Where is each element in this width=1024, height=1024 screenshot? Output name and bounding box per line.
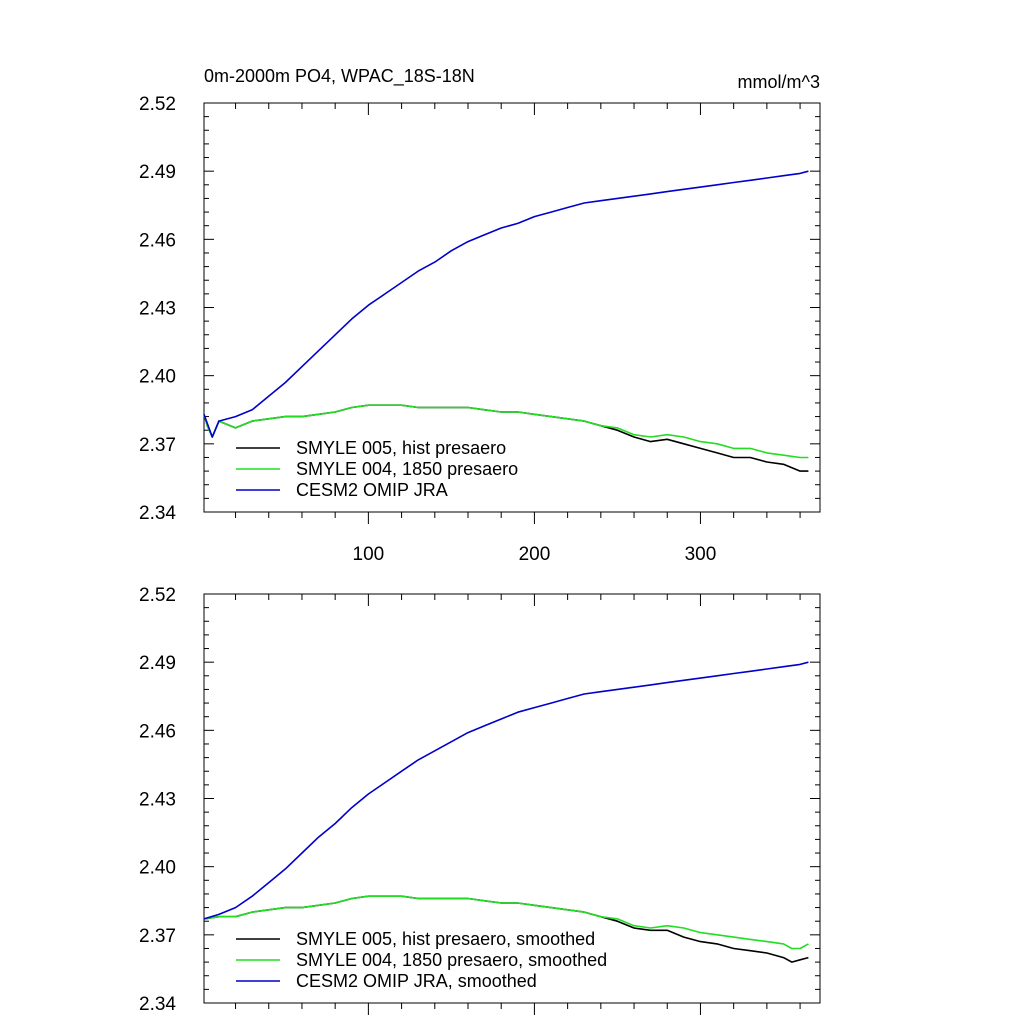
bottom-y-tick-label: 2.40 [139,858,176,879]
bottom-panel: 2.34 2.37 2.40 2.43 2.46 2.49 2.52 SMYLE 005, h… [139,585,821,1015]
top-panel-title: 0m-2000m PO4, WPAC_18S-18N [204,66,475,87]
top-series-line-3 [203,170,809,438]
top-x-tick-label: 100 [353,544,385,565]
top-y-tick-label: 2.52 [139,94,176,115]
top-legend-label-1: SMYLE 005, hist presaero [296,438,506,458]
bottom-y-tick-label: 2.34 [139,994,176,1015]
bottom-legend-label-1: SMYLE 005, hist presaero, smoothed [296,929,595,949]
bottom-y-tick-label: 2.46 [139,721,176,742]
bottom-legend-label-3: CESM2 OMIP JRA, smoothed [296,971,537,991]
top-y-tick-label: 2.34 [139,503,176,524]
bottom-series-line-3 [203,661,809,920]
top-x-tick-label: 200 [519,544,551,565]
top-y-tick-label: 2.43 [139,299,176,320]
top-y-tick-label: 2.40 [139,367,176,388]
bottom-y-tick-label: 2.52 [139,585,176,606]
bottom-legend-label-2: SMYLE 004, 1850 presaero, smoothed [296,950,607,970]
top-legend-label-2: SMYLE 004, 1850 presaero [296,459,518,479]
bottom-y-tick-label: 2.49 [139,653,176,674]
top-y-tick-label: 2.37 [139,435,176,456]
top-y-tick-label: 2.49 [139,162,176,183]
bottom-y-tick-label: 2.37 [139,926,176,947]
top-series-line-2 [203,404,809,459]
top-legend-label-3: CESM2 OMIP JRA [296,480,448,500]
bottom-series-line-2 [203,895,809,950]
top-y-tick-label: 2.46 [139,230,176,251]
top-panel-units: mmol/m^3 [738,72,820,92]
bottom-y-tick-label: 2.43 [139,790,176,811]
top-x-tick-label: 300 [685,544,717,565]
top-panel: 2.34 2.37 2.40 2.43 2.46 2.49 2.52 100 200 300 SMY… [139,94,821,565]
